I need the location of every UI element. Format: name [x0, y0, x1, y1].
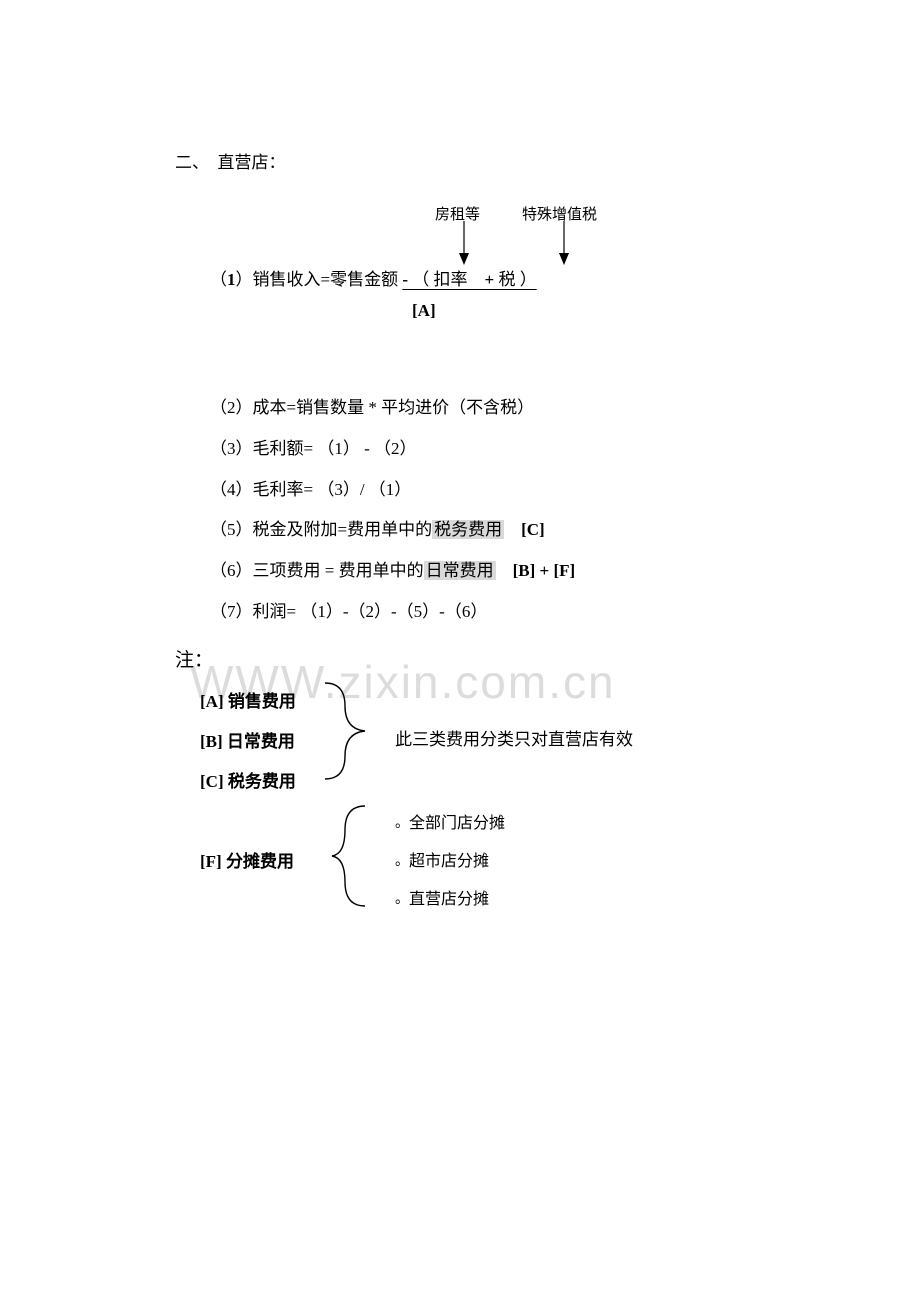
- note-f2: 。超市店分摊: [395, 847, 489, 871]
- page-content: 二、 直营店： 房租等 特殊增值税 （1）销售收入=零售金额 - （ 扣率 + …: [0, 0, 920, 987]
- formula-5-highlight: 税务费用: [432, 520, 504, 539]
- section-number: 二、: [175, 153, 209, 172]
- note-f1-text: 全部门店分摊: [409, 815, 505, 832]
- notes-title: 注：: [175, 645, 920, 672]
- formula-6: （6）三项费用 = 费用单中的日常费用 [B] + [F]: [210, 551, 920, 592]
- formula-5: （5）税金及附加=费用单中的税务费用 [C]: [210, 510, 920, 551]
- arrow-rent: [457, 221, 471, 265]
- note-b: [B] 日常费用: [200, 727, 295, 752]
- brace-abc: [320, 681, 370, 781]
- formula-3: （3）毛利额= （1） - （2）: [210, 429, 920, 470]
- note-f-text: [F] 分摊费用: [200, 852, 294, 871]
- formula-1: （1）销售收入=零售金额 - （ 扣率 + 税 ）: [210, 265, 537, 290]
- notes-block: [A] 销售费用 [B] 日常费用 [C] 税务费用 此三类费用分类只对直营店有…: [200, 687, 920, 987]
- note-c: [C] 税务费用: [200, 767, 296, 792]
- formula-7: （7）利润= （1）-（2）-（5）-（6）: [210, 592, 920, 633]
- section-title: 二、 直营店：: [175, 148, 920, 173]
- formula-1-block: 房租等 特殊增值税 （1）销售收入=零售金额 - （ 扣率 + 税 ） [A]: [210, 203, 920, 333]
- formula-1-gap: [468, 270, 485, 289]
- formula-2: （2）成本=销售数量 * 平均进价（不含税）: [210, 388, 920, 429]
- formula-list: （2）成本=销售数量 * 平均进价（不含税） （3）毛利额= （1） - （2）…: [210, 388, 920, 633]
- note-f1: 。全部门店分摊: [395, 809, 505, 833]
- formula-1-close: ）: [520, 270, 537, 289]
- brace-f: [330, 802, 370, 910]
- note-f2-text: 超市店分摊: [409, 853, 489, 870]
- formula-5-a: （5）税金及附加=费用单中的: [210, 520, 432, 539]
- notes-group-text: 此三类费用分类只对直营店有效: [395, 725, 633, 750]
- arrow-tax: [557, 221, 571, 265]
- formula-1-num: 1: [227, 270, 236, 289]
- note-a: [A] 销售费用: [200, 687, 296, 712]
- formula-6-a: （6）三项费用 = 费用单中的: [210, 561, 424, 580]
- formula-1-term2: 税: [498, 270, 519, 289]
- formula-1-open: （: [210, 270, 227, 289]
- formula-6-highlight: 日常费用: [424, 561, 496, 580]
- formula-1-minus: -: [402, 270, 412, 289]
- label-a: [A]: [412, 301, 436, 321]
- formula-5-label: [C]: [504, 520, 545, 539]
- formula-6-label: [B] + [F]: [496, 561, 576, 580]
- formula-1-open2: （: [412, 270, 433, 289]
- note-f: [F] 分摊费用: [200, 847, 294, 872]
- note-a-text: [A] 销售费用: [200, 692, 296, 711]
- section-name: 直营店：: [218, 153, 286, 172]
- note-f3-text: 直营店分摊: [409, 891, 489, 908]
- note-f3: 。直营店分摊: [395, 885, 489, 909]
- formula-4: （4）毛利率= （3）/ （1）: [210, 470, 920, 511]
- note-b-text: [B] 日常费用: [200, 732, 295, 751]
- note-c-text: [C] 税务费用: [200, 772, 296, 791]
- formula-1-text: ）销售收入=零售金额: [236, 270, 403, 289]
- formula-1-plus: +: [485, 270, 499, 289]
- formula-1-term1: 扣率: [434, 270, 468, 289]
